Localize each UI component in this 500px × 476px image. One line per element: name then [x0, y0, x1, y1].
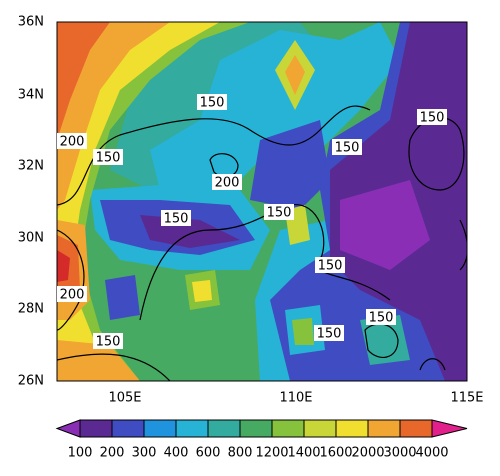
lon-label: 115E [450, 391, 483, 406]
colorbar-label: 800 [228, 446, 253, 461]
contour-label-box [197, 94, 227, 110]
colorbar-label: 1600 [319, 446, 352, 461]
contour-label-box [93, 333, 123, 349]
contour-label-box [315, 257, 345, 273]
colorbar-box [271, 419, 305, 438]
lat-label: 30N [18, 231, 44, 246]
contour-label: 200 [60, 135, 85, 150]
contour-label: 150 [267, 206, 292, 221]
colorbar-box [239, 419, 273, 438]
colorbar-label: 4000 [415, 446, 448, 461]
colorbar-label: 200 [100, 446, 125, 461]
contour-label-box [332, 139, 362, 155]
contour-label-box [366, 309, 396, 325]
lat-labels: 36N 34N 32N 30N 28N 26N [18, 15, 44, 389]
lat-label: 36N [18, 15, 44, 30]
colorbar-label: 1400 [287, 446, 320, 461]
contour-label: 150 [164, 212, 189, 227]
map-frame [56, 21, 468, 382]
colorbar-box [175, 419, 209, 438]
contour-label: 150 [317, 327, 342, 342]
colorbar-box [143, 419, 177, 438]
map-field [57, 22, 467, 381]
lat-label: 34N [18, 88, 44, 103]
contour-label: 150 [318, 259, 343, 274]
contour-label: 200 [60, 288, 85, 303]
contour-label-box [417, 109, 447, 125]
colorbar-box [303, 419, 337, 438]
contour-label: 200 [215, 176, 240, 191]
lon-label: 110E [279, 391, 312, 406]
colorbar-box [399, 419, 433, 438]
contour-label: 150 [200, 96, 225, 111]
contour-label: 150 [420, 111, 445, 126]
colorbar-end [431, 419, 468, 438]
colorbar-label: 1200 [255, 446, 288, 461]
lat-label: 26N [18, 374, 44, 389]
colorbar-label: 600 [196, 446, 221, 461]
contour-labels: 150 200 150 150 150 200 150 150 150 200 150 150 150 [57, 94, 447, 350]
contour-label: 150 [96, 151, 121, 166]
contour-label-box [264, 204, 294, 220]
colorbar-label: 300 [132, 446, 157, 461]
colorbar-end [55, 419, 81, 438]
contour-label-box [93, 149, 123, 165]
colorbar-box [111, 419, 145, 438]
contour-label-box [161, 210, 191, 226]
colorbar: 100 200 300 400 600 800 1200140016002000300040… [55, 419, 468, 461]
contour-label-box [57, 286, 87, 302]
contour-label-box [212, 174, 242, 190]
lon-label: 105E [108, 391, 141, 406]
colorbar-box [335, 419, 369, 438]
contour-label: 150 [96, 335, 121, 350]
colorbar-box [207, 419, 241, 438]
contour-label: 150 [369, 311, 394, 326]
contour-label-box [57, 133, 87, 149]
colorbar-box [367, 419, 401, 438]
lat-label: 28N [18, 302, 44, 317]
colorbar-label: 3000 [383, 446, 416, 461]
contour-label-box [314, 325, 344, 341]
colorbar-label: 100 [68, 446, 93, 461]
colorbar-label: 2000 [351, 446, 384, 461]
colorbar-box [79, 419, 113, 438]
contour-label: 150 [335, 141, 360, 156]
colorbar-label: 400 [164, 446, 189, 461]
lat-label: 32N [18, 159, 44, 174]
lon-labels: 105E 110E 115E [108, 391, 483, 406]
